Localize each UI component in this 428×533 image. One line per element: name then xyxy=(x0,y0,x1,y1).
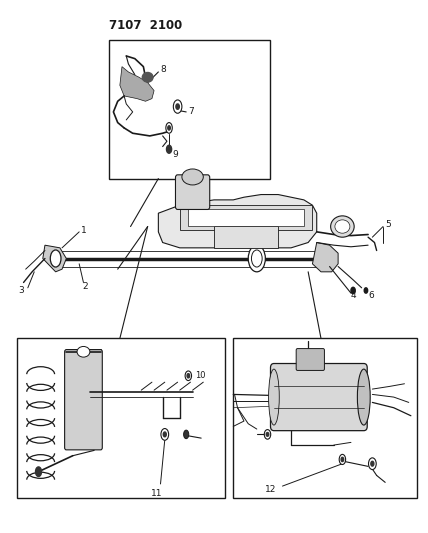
Text: 7107  2100: 7107 2100 xyxy=(109,19,182,31)
Ellipse shape xyxy=(163,432,166,437)
Ellipse shape xyxy=(51,250,61,267)
Ellipse shape xyxy=(176,104,179,109)
Text: 7: 7 xyxy=(188,108,194,116)
Ellipse shape xyxy=(173,100,182,114)
Text: 5: 5 xyxy=(385,221,391,229)
Ellipse shape xyxy=(166,123,172,133)
Ellipse shape xyxy=(187,374,190,378)
Ellipse shape xyxy=(341,457,344,462)
FancyBboxPatch shape xyxy=(296,349,324,370)
Ellipse shape xyxy=(335,220,350,233)
Ellipse shape xyxy=(269,369,279,425)
Ellipse shape xyxy=(166,145,172,154)
Text: 1: 1 xyxy=(80,226,86,235)
Text: 12: 12 xyxy=(265,485,277,494)
Bar xyxy=(17,338,225,498)
Ellipse shape xyxy=(339,454,346,464)
Ellipse shape xyxy=(185,371,191,381)
Ellipse shape xyxy=(142,72,153,82)
Ellipse shape xyxy=(357,369,370,425)
Ellipse shape xyxy=(161,429,169,440)
Ellipse shape xyxy=(36,467,42,477)
Bar xyxy=(214,226,278,248)
Text: 4: 4 xyxy=(351,292,357,300)
FancyBboxPatch shape xyxy=(65,350,102,450)
Text: 3: 3 xyxy=(18,286,24,295)
Text: 9: 9 xyxy=(172,150,178,159)
Ellipse shape xyxy=(184,430,189,439)
Text: 10: 10 xyxy=(195,372,205,380)
Ellipse shape xyxy=(77,346,90,357)
Polygon shape xyxy=(158,195,317,248)
Polygon shape xyxy=(312,243,338,272)
Ellipse shape xyxy=(364,288,368,293)
Bar xyxy=(233,338,417,498)
FancyBboxPatch shape xyxy=(175,175,210,209)
Text: 6: 6 xyxy=(368,292,374,300)
Bar xyxy=(180,205,312,230)
Ellipse shape xyxy=(168,126,170,130)
Ellipse shape xyxy=(248,245,265,272)
Ellipse shape xyxy=(182,169,203,185)
Ellipse shape xyxy=(252,250,262,267)
Bar xyxy=(109,40,270,179)
Text: 2: 2 xyxy=(82,282,88,290)
FancyBboxPatch shape xyxy=(270,364,367,431)
Ellipse shape xyxy=(266,433,269,436)
Ellipse shape xyxy=(371,461,374,466)
Polygon shape xyxy=(43,245,66,272)
Text: 8: 8 xyxy=(160,66,166,74)
Ellipse shape xyxy=(351,287,355,294)
Polygon shape xyxy=(120,67,154,101)
Ellipse shape xyxy=(265,430,270,439)
Ellipse shape xyxy=(369,458,376,470)
Bar xyxy=(188,209,304,226)
Text: 11: 11 xyxy=(151,489,162,497)
Ellipse shape xyxy=(331,216,354,237)
